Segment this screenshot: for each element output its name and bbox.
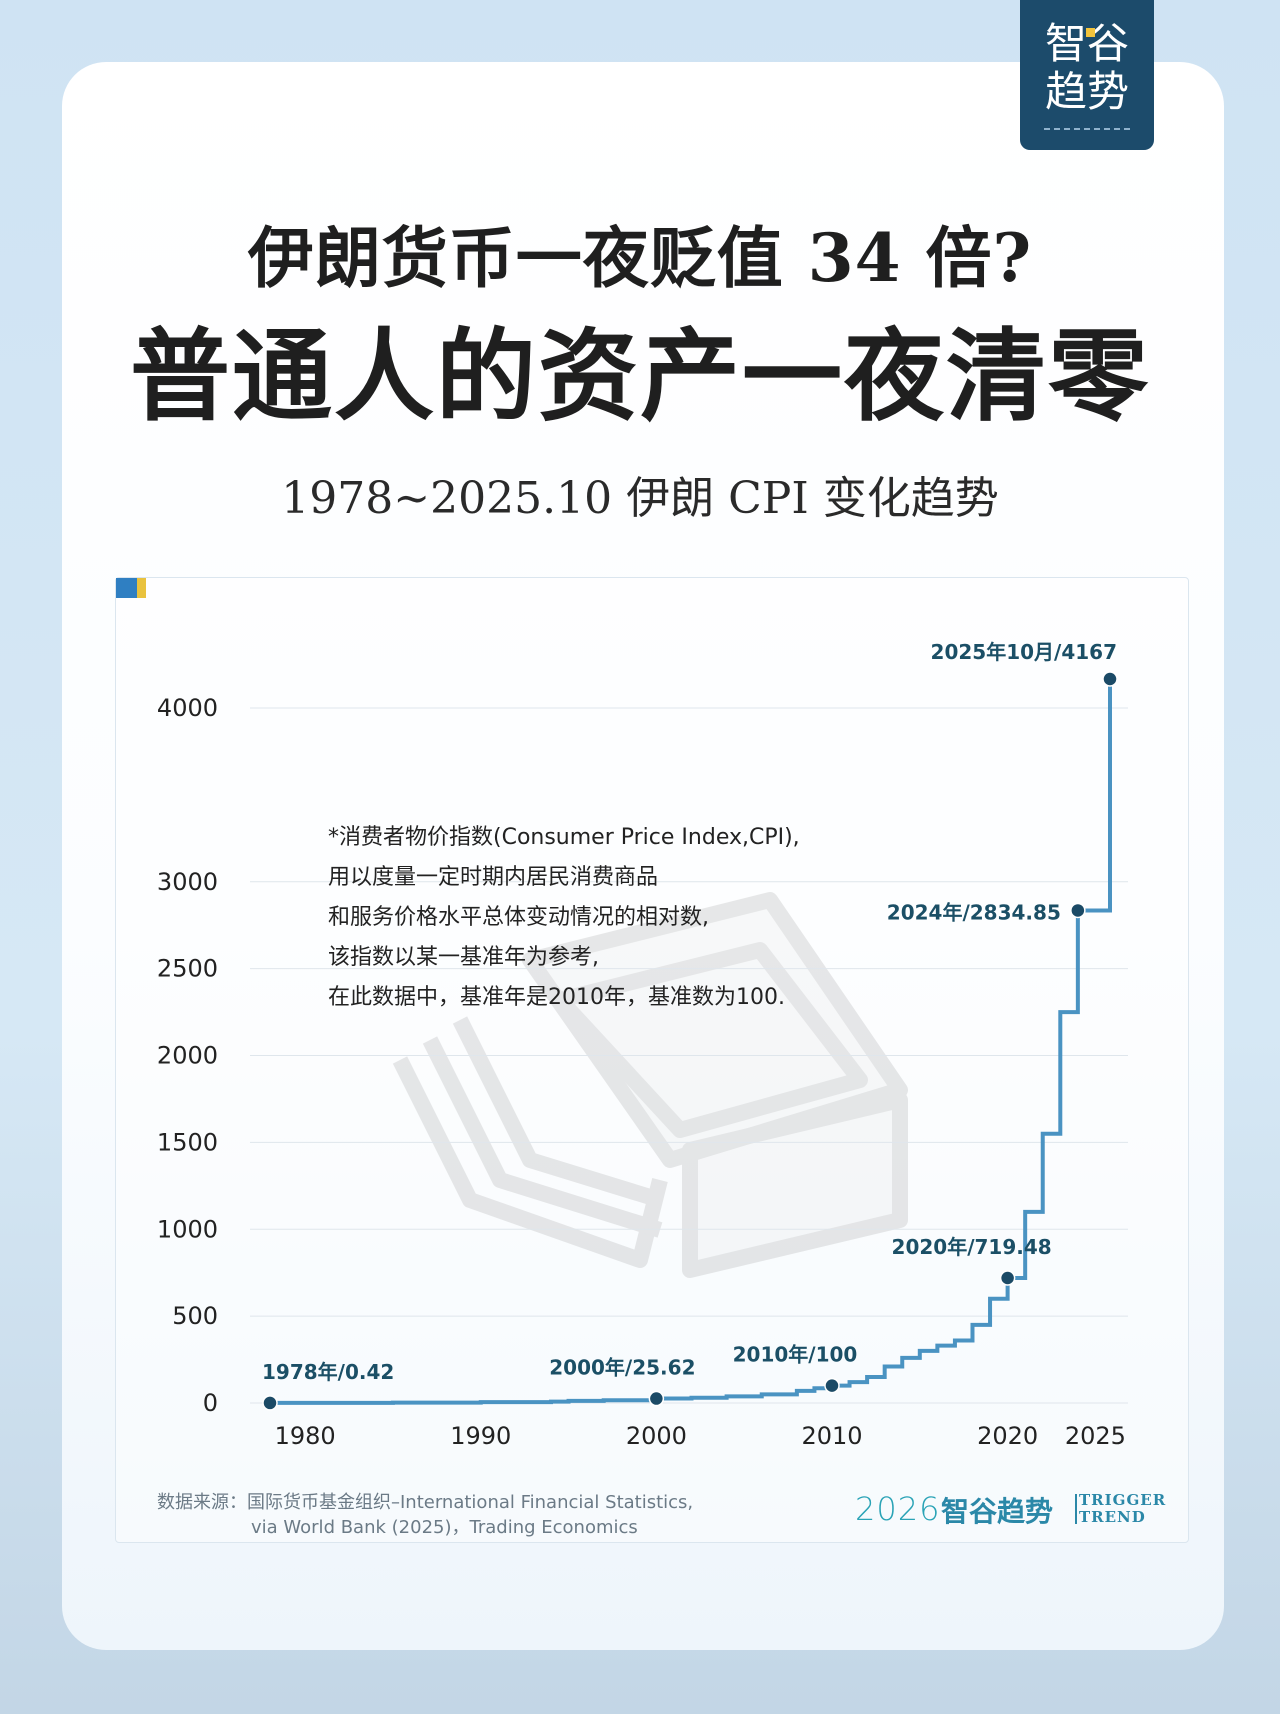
data-source: 数据来源：国际货币基金组织–International Financial St… [157,1490,777,1540]
note-line-5: 在此数据中，基准年是2010年，基准数为100. [328,985,785,1010]
brand-english: TRIGGER TREND [1079,1492,1166,1526]
logo-dashed-rule [1044,128,1130,130]
note-line-4: 该指数以某一基准年为参考, [328,945,599,970]
chart-panel [115,577,1189,1543]
panel-corner-mark [116,578,146,598]
logo-text-line2: 趋势 [1044,67,1129,116]
headline-line2: 普通人的资产一夜清零 [130,317,1150,435]
source-line-1: 数据来源：国际货币基金组织–International Financial St… [157,1492,694,1513]
brand-year: 2026 [855,1490,941,1528]
chart-subtitle: 1978~2025.10 伊朗 CPI 变化趋势 [281,473,999,524]
logo-accent-square [1086,28,1095,37]
brand-english-line2: TREND [1079,1508,1146,1526]
brand-separator [1075,1494,1077,1524]
brand-logo-tag: 智谷 趋势 [1020,0,1154,150]
brand-name: 智谷趋势 [941,1495,1054,1528]
logo-text-line1: 智谷 [1044,19,1129,68]
headline-line1: 伊朗货币一夜贬值 34 倍? [247,219,1033,297]
note-line-2: 用以度量一定时期内居民消费商品 [328,865,659,890]
cpi-definition-note: *消费者物价指数(Consumer Price Index,CPI), 用以度量… [328,818,888,1018]
brand-english-line1: TRIGGER [1079,1491,1167,1509]
note-line-3: 和服务价格水平总体变动情况的相对数, [328,905,709,930]
note-line-1: *消费者物价指数(Consumer Price Index,CPI), [328,825,800,850]
source-line-2: via World Bank (2025)，Trading Economics [251,1517,638,1538]
